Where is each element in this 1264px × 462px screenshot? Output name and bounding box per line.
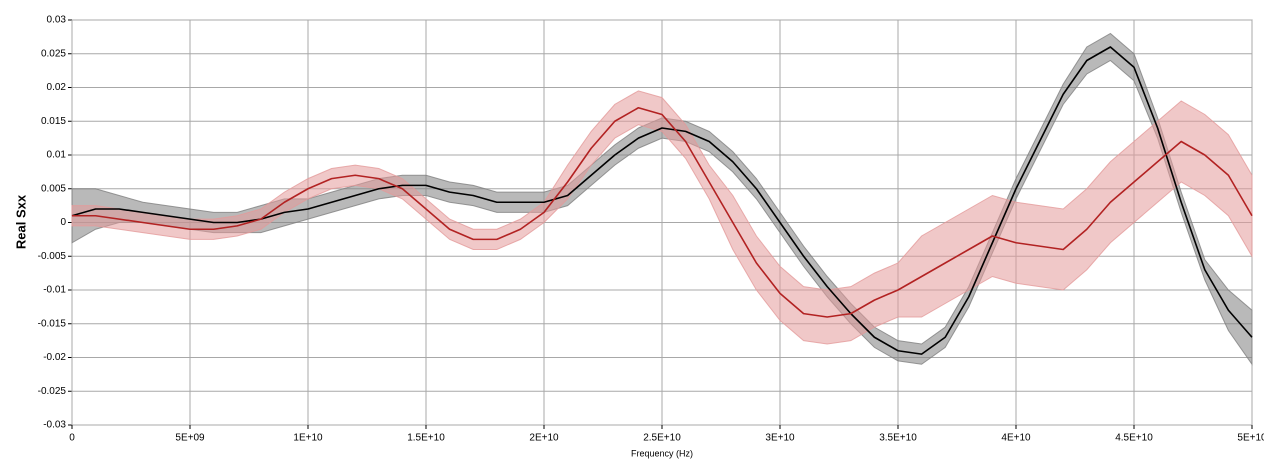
y-tick-label: -0.03 bbox=[43, 420, 66, 431]
y-tick-label: 0.015 bbox=[41, 116, 66, 127]
series-line bbox=[72, 106, 1253, 318]
error-band bbox=[71, 90, 1253, 345]
y-tick-label: 0 bbox=[60, 217, 66, 228]
y-tick-label: -0.015 bbox=[38, 318, 67, 329]
x-tick-label: 1E+10 bbox=[293, 433, 323, 444]
y-tick-label: -0.005 bbox=[38, 251, 67, 262]
x-tick-label: 5E+09 bbox=[175, 433, 205, 444]
series-line bbox=[71, 46, 1253, 355]
y-axis-title: Real Sxx bbox=[13, 194, 28, 249]
y-tick-label: 0.03 bbox=[47, 15, 67, 26]
x-tick-label: 2E+10 bbox=[529, 433, 559, 444]
x-tick-label: 0 bbox=[69, 433, 75, 444]
x-tick-label: 1.5E+10 bbox=[407, 433, 445, 444]
y-tick-label: -0.025 bbox=[38, 386, 67, 397]
y-tick-label: 0.025 bbox=[41, 48, 66, 59]
y-tick-label: 0.02 bbox=[47, 82, 67, 93]
x-tick-label: 5E+10 bbox=[1237, 433, 1264, 444]
y-tick-label: 0.01 bbox=[47, 150, 67, 161]
x-tick-label: 3.5E+10 bbox=[879, 433, 917, 444]
x-axis-title: Frequency (Hz) bbox=[631, 448, 693, 458]
x-tick-label: 4.5E+10 bbox=[1115, 433, 1153, 444]
y-tick-label: -0.01 bbox=[43, 285, 66, 296]
x-tick-label: 2.5E+10 bbox=[643, 433, 681, 444]
y-tick-label: 0.005 bbox=[41, 183, 66, 194]
x-tick-label: 4E+10 bbox=[1001, 433, 1031, 444]
y-tick-label: -0.02 bbox=[43, 352, 66, 363]
x-tick-label: 3E+10 bbox=[765, 433, 795, 444]
